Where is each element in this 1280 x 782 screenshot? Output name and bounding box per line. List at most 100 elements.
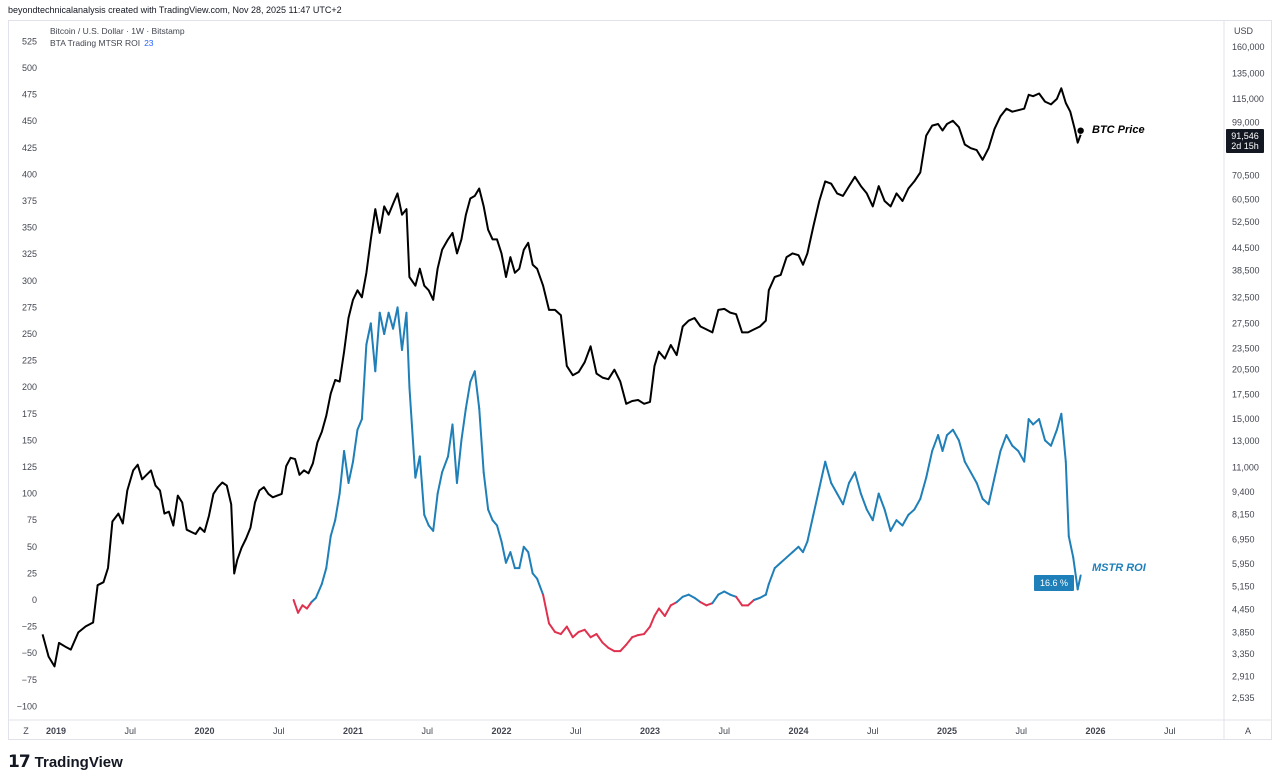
mstr-roi-segment: [975, 481, 984, 500]
mstr-roi-segment: [1072, 556, 1079, 591]
mstr-roi-segment: [383, 311, 390, 335]
mstr-roi-segment: [812, 487, 821, 516]
left-axis-tick-label: 0: [32, 595, 37, 605]
mstr-roi-segment: [699, 601, 708, 607]
mstr-roi-segment: [663, 604, 672, 617]
mstr-roi-segment: [577, 628, 586, 633]
mstr-roi-segment: [895, 519, 904, 527]
mstr-roi-segment: [542, 593, 551, 625]
mstr-roi-segment: [334, 492, 341, 522]
mstr-roi-segment: [806, 513, 815, 543]
mstr-roi-segment: [1044, 439, 1052, 447]
time-axis-tick-label: Jul: [1164, 726, 1176, 736]
mstr-roi-segment: [1017, 450, 1026, 463]
mstr-roi-segment: [329, 519, 337, 538]
mstr-roi-segment: [559, 625, 568, 636]
time-axis-tick-label: 2025: [937, 726, 957, 736]
mstr-roi-segment: [871, 492, 880, 522]
mstr-roi-segment: [631, 634, 640, 639]
mstr-roi-segment: [987, 476, 996, 506]
mstr-roi-segment: [460, 407, 467, 442]
mstr-roi-segment: [842, 481, 850, 506]
left-axis-tick-label: −100: [17, 701, 37, 711]
mstr-roi-segment: [1032, 418, 1041, 426]
mstr-roi-segment: [432, 492, 439, 532]
left-axis-tick-label: 150: [22, 435, 37, 445]
mstr-roi-segment: [360, 343, 368, 421]
mstr-roi-segment: [649, 614, 656, 628]
mstr-roi-segment: [1023, 418, 1030, 463]
left-axis-tick-label: 50: [27, 542, 37, 552]
right-axis-tick-label: 2,910: [1232, 671, 1255, 681]
mstr-roi-segment: [758, 593, 767, 599]
time-axis-tick-label: Jul: [718, 726, 730, 736]
mstr-roi-segment: [669, 601, 678, 607]
mstr-roi-segment: [491, 519, 499, 527]
mstr-roi-segment: [764, 583, 770, 596]
mstr-roi-segment: [1027, 418, 1035, 426]
mstr-roi-segment: [447, 423, 454, 458]
mstr-roi-segment: [889, 519, 898, 532]
mstr-roi-segment: [527, 551, 534, 575]
mstr-roi-segment: [1067, 535, 1075, 559]
mstr-roi-segment: [797, 545, 804, 554]
mstr-roi-segment: [441, 455, 450, 474]
mstr-roi-segment: [981, 497, 990, 506]
mstr-roi-segment: [729, 593, 738, 598]
right-axis-tick-label: 115,000: [1232, 94, 1264, 104]
left-axis-tick-label: 250: [22, 329, 37, 339]
left-axis-tick-label: 475: [22, 90, 37, 100]
mstr-roi-segment: [365, 322, 372, 346]
mstr-roi-segment: [1076, 574, 1082, 591]
chart-frame: [8, 20, 1272, 740]
right-axis-tick-label: 52,500: [1232, 217, 1260, 227]
mstr-roi-segment: [693, 596, 702, 604]
mstr-roi-segment: [847, 471, 856, 484]
mstr-roi-segment: [913, 497, 922, 511]
attribution-text: beyondtechnicalanalysis created with Tra…: [8, 5, 342, 15]
mstr-roi-segment: [487, 508, 494, 522]
time-axis-left-corner[interactable]: Z: [23, 726, 29, 736]
mstr-roi-segment: [687, 593, 696, 599]
header-bar: beyondtechnicalanalysis created with Tra…: [0, 0, 1280, 20]
mstr-roi-segment: [305, 601, 313, 610]
mstr-roi-segment: [824, 460, 833, 484]
mstr-roi-segment: [310, 596, 317, 604]
mstr-roi-segment: [356, 418, 363, 431]
mstr-roi-segment: [901, 513, 910, 527]
mstr-roi-segment: [830, 481, 839, 495]
mstr-roi-segment: [423, 513, 430, 527]
left-axis-tick-label: 300: [22, 276, 37, 286]
right-axis-tick-label: 5,150: [1232, 582, 1255, 592]
time-axis-tick-label: 2020: [194, 726, 214, 736]
mstr-roi-segment: [681, 593, 690, 598]
right-axis-tick-label: 20,500: [1232, 365, 1260, 375]
mstr-roi-segment: [548, 622, 556, 633]
mstr-roi-segment: [941, 434, 948, 453]
time-axis-tick-label: Jul: [1015, 726, 1027, 736]
tradingview-logo[interactable]: 17 TradingView: [8, 752, 123, 772]
right-axis-tick-label: 15,000: [1232, 414, 1260, 424]
time-axis-tick-label: 2021: [343, 726, 363, 736]
mstr-roi-segment: [925, 450, 934, 479]
mstr-roi-segment: [999, 434, 1008, 453]
mstr-roi-segment: [853, 471, 862, 495]
chart-legend: Bitcoin / U.S. Dollar · 1W · Bitstamp BT…: [50, 25, 185, 49]
mstr-roi-segment: [478, 407, 485, 474]
mstr-roi-segment: [504, 551, 512, 564]
mstr-roi-segment: [969, 471, 978, 484]
mstr-roi-segment: [957, 439, 966, 463]
right-axis-tick-label: 44,500: [1232, 243, 1260, 253]
mstr-roi-segment: [531, 572, 539, 580]
mstr-roi-segment: [752, 596, 761, 601]
time-axis-right-corner[interactable]: A: [1245, 726, 1251, 736]
mstr-roi-segment: [1005, 434, 1014, 447]
left-axis-tick-label: 425: [22, 143, 37, 153]
right-axis-tick-label: 5,950: [1232, 559, 1255, 569]
left-axis-tick-label: 400: [22, 169, 37, 179]
mstr-roi-segment: [500, 540, 507, 564]
legend-symbol-line: Bitcoin / U.S. Dollar · 1W · Bitstamp: [50, 26, 185, 36]
right-axis-tick-label: 135,000: [1232, 69, 1265, 79]
mstr-roi-segment: [473, 370, 481, 410]
